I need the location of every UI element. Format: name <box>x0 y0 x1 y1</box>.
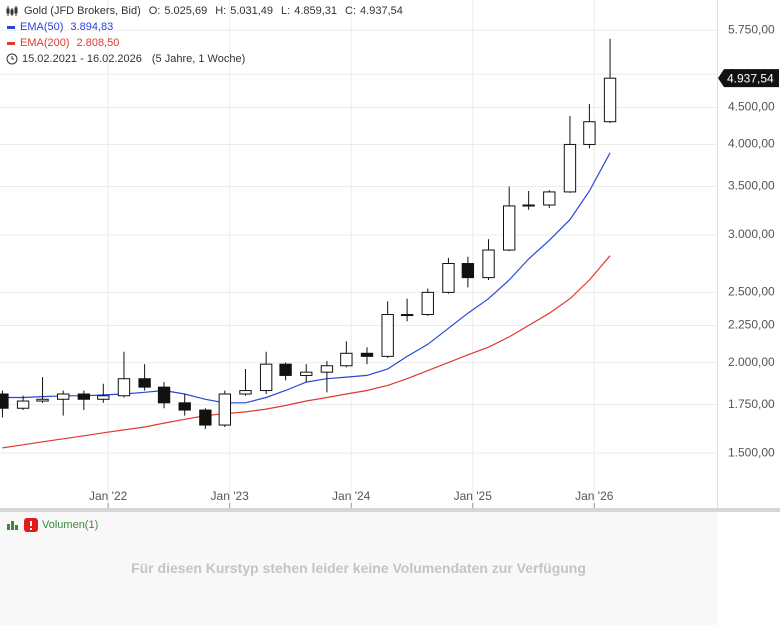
legend-swatch <box>7 42 15 45</box>
candle-body <box>259 363 273 392</box>
candle-body <box>503 205 516 251</box>
volume-title: Volumen(1) <box>42 519 99 531</box>
quote-value: 4.859,31 <box>294 5 338 17</box>
volume-icon <box>7 521 18 530</box>
legend-entry[interactable]: EMA(200) 2.808,50 <box>6 37 119 49</box>
candle-icon <box>6 6 18 16</box>
x-tick-label: Jan '22 <box>89 489 128 503</box>
candle-body <box>603 77 617 123</box>
y-tick-label: 2.000,00 <box>728 355 775 369</box>
y-tick-label: 1.500,00 <box>728 445 775 459</box>
date-range: 15.02.2021 - 16.02.2026 (5 Jahre, 1 Woch… <box>6 53 245 65</box>
axes: 1.500,00 1.750,00 2.000,00 2.250,00 2.500,00… <box>89 22 779 508</box>
y-tick-label: 3.500,00 <box>728 179 775 193</box>
candle-body <box>522 204 535 207</box>
last-price-label: 4.937,54 <box>727 71 774 85</box>
candle-body <box>239 390 252 395</box>
legend-name: EMA(200) <box>20 37 70 49</box>
plot-area <box>0 38 617 449</box>
ema-line <box>2 255 611 449</box>
candle-body <box>320 365 334 373</box>
y-tick-label: 3.000,00 <box>728 227 775 241</box>
volume-message: Für diesen Kurstyp stehen leider keine V… <box>131 560 586 576</box>
candle-body <box>138 378 151 388</box>
quote-value: 4.937,54 <box>360 5 403 17</box>
range-text: 15.02.2021 - 16.02.2026 <box>22 53 142 65</box>
candle-body <box>400 314 414 317</box>
quote-label: H: <box>215 5 227 17</box>
clock-icon <box>6 53 18 65</box>
chart-header: Gold (JFD Brokers, Bid) O: 5.025,69 H: 5.0… <box>6 5 403 17</box>
legend-name: EMA(50) <box>20 21 64 33</box>
candle-body <box>279 363 292 376</box>
candle-body <box>117 378 131 397</box>
y-tick-label: 2.250,00 <box>728 318 775 332</box>
candle-body <box>442 263 455 293</box>
y-tick-label: 4.500,00 <box>728 100 775 114</box>
volume-header: Volumen(1) <box>6 518 98 532</box>
y-tick-label: 4.000,00 <box>728 137 775 151</box>
candle-body <box>583 121 596 145</box>
y-tick-label: 5.750,00 <box>728 22 775 36</box>
candle-body <box>461 263 475 279</box>
candle-body <box>300 371 313 376</box>
candle-body <box>0 393 9 409</box>
candle-body <box>421 291 434 316</box>
background <box>0 0 780 512</box>
legend-value: 2.808,50 <box>76 37 120 49</box>
y-tick-label: 2.500,00 <box>728 285 775 299</box>
candle-body <box>340 352 353 367</box>
legend-entry[interactable]: EMA(50) 3.894,83 <box>6 21 113 33</box>
candle-body <box>97 395 110 400</box>
warning-icon[interactable] <box>24 518 38 532</box>
quote-label: O: <box>148 5 161 17</box>
panel-separator <box>0 508 780 512</box>
candle-body <box>57 393 70 400</box>
candle-body <box>482 249 495 279</box>
candle-body <box>360 352 374 357</box>
legend-value: 3.894,83 <box>70 21 114 33</box>
last-price-box <box>718 69 779 88</box>
period-text: (5 Jahre, 1 Woche) <box>151 53 246 65</box>
quote-value: 5.031,49 <box>230 5 274 17</box>
candle-body <box>157 386 171 404</box>
x-tick-label: Jan '25 <box>454 489 493 503</box>
quote-label: L: <box>281 5 291 17</box>
candle-body <box>77 393 91 400</box>
candle-body <box>381 314 394 357</box>
x-tick-label: Jan '23 <box>211 489 250 503</box>
legend-swatch <box>7 26 15 29</box>
x-tick-label: Jan '24 <box>332 489 371 503</box>
instrument-title: Gold (JFD Brokers, Bid) <box>24 5 141 17</box>
candle-body <box>199 409 212 426</box>
candle-body <box>543 191 556 206</box>
volume-panel: Volumen(1) Für diesen Kurstyp stehen lei… <box>0 512 717 625</box>
x-tick-label: Jan '26 <box>575 489 614 503</box>
candle-body <box>563 143 577 193</box>
candle-body <box>218 393 232 426</box>
candle-body <box>178 402 191 411</box>
candle-body <box>36 398 49 402</box>
quote-label: C: <box>345 5 357 17</box>
candle-body <box>16 400 30 409</box>
chart: 1.500,00 1.750,00 2.000,00 2.250,00 2.500,00… <box>0 0 780 512</box>
y-tick-label: 1.750,00 <box>728 397 775 411</box>
quote-value: 5.025,69 <box>164 5 208 17</box>
